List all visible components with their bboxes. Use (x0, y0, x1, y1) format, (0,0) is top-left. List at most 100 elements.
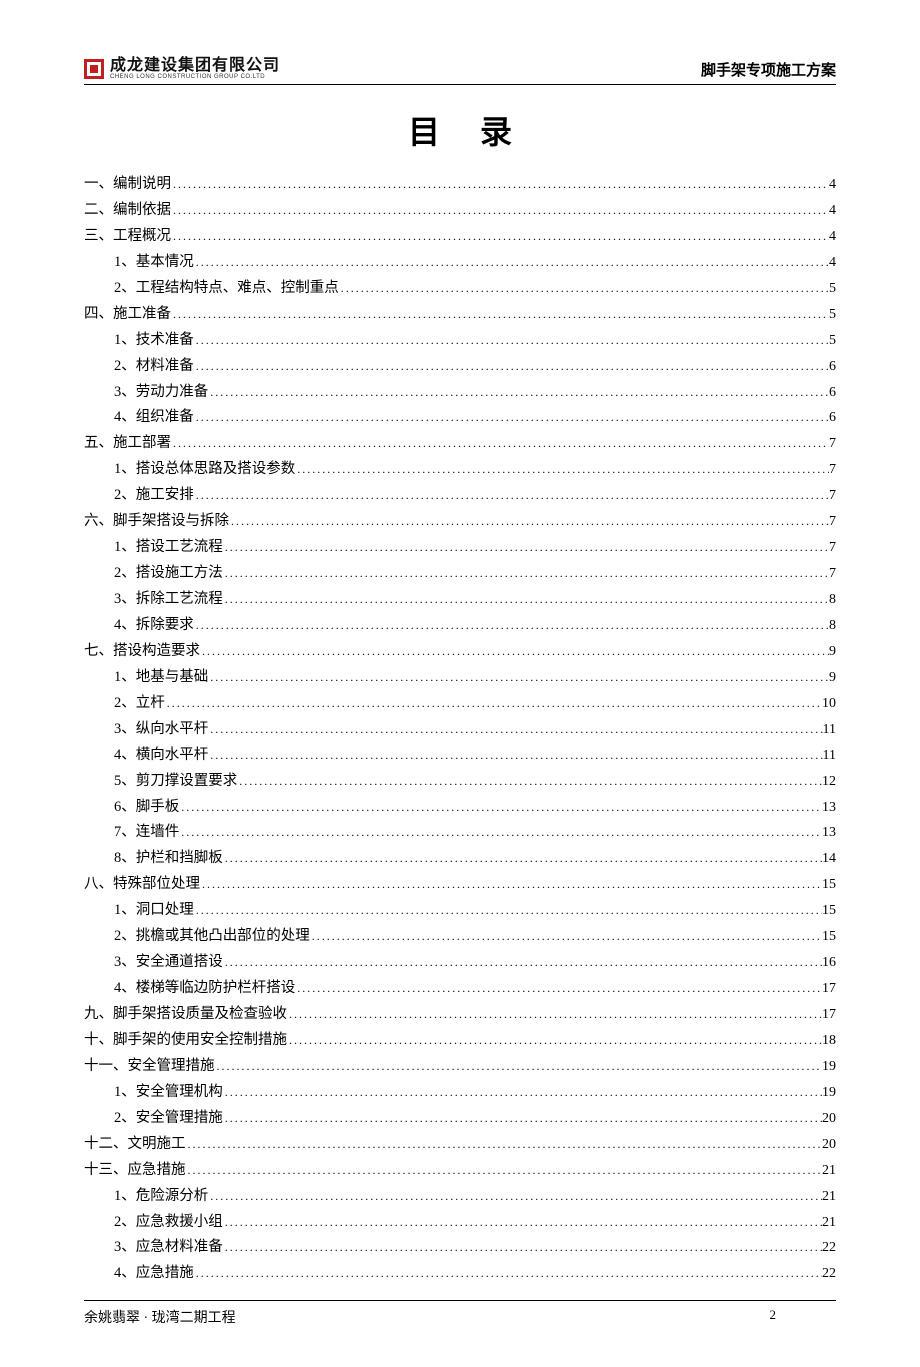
toc-entry: 2、应急救援小组21 (84, 1215, 836, 1231)
toc-entry: 4、横向水平杆11 (84, 748, 836, 764)
toc-entry-page: 4 (829, 203, 836, 218)
toc-entry-page: 14 (822, 851, 836, 866)
toc-entry-label: 8、护栏和挡脚板 (114, 851, 223, 867)
toc-entry-page: 7 (829, 488, 836, 503)
page-title: 目录 (84, 107, 836, 153)
toc-leader-dots (295, 982, 822, 995)
toc-entry: 十、脚手架的使用安全控制措施18 (84, 1033, 836, 1049)
toc-entry: 2、工程结构特点、难点、控制重点5 (84, 281, 836, 297)
toc-entry: 1、搭设总体思路及搭设参数 7 (84, 462, 836, 478)
toc-leader-dots (223, 593, 829, 606)
toc-leader-dots (194, 1267, 822, 1280)
table-of-contents: 一、编制说明4二、编制依据4三、工程概况41、基本情况42、工程结构特点、难点、… (84, 177, 836, 1282)
toc-leader-dots (287, 1008, 822, 1021)
toc-leader-dots (194, 360, 829, 373)
toc-leader-dots (194, 489, 829, 502)
toc-entry-page: 7 (829, 462, 836, 477)
company-logo-icon (84, 59, 104, 79)
toc-entry: 1、洞口处理 15 (84, 903, 836, 919)
toc-entry-page: 21 (822, 1189, 836, 1204)
toc-entry: 2、挑檐或其他凸出部位的处理15 (84, 929, 836, 945)
toc-entry-page: 20 (822, 1111, 836, 1126)
toc-entry-page: 19 (822, 1085, 836, 1100)
toc-entry-page: 9 (829, 670, 836, 685)
toc-entry-label: 1、技术准备 (114, 333, 194, 349)
toc-entry-label: 1、安全管理机构 (114, 1085, 223, 1101)
company-name-en: CHENG LONG CONSTRUCTION GROUP CO.LTD (110, 74, 280, 80)
toc-entry-page: 22 (822, 1240, 836, 1255)
toc-entry-label: 4、拆除要求 (114, 618, 194, 634)
toc-entry: 五、施工部署 7 (84, 436, 836, 452)
toc-leader-dots (223, 956, 822, 969)
toc-entry: 2、立杆10 (84, 696, 836, 712)
toc-entry: 四、施工准备5 (84, 307, 836, 323)
toc-leader-dots (223, 852, 822, 865)
toc-entry-label: 十、脚手架的使用安全控制措施 (84, 1033, 287, 1049)
toc-leader-dots (229, 515, 829, 528)
toc-entry: 4、拆除要求8 (84, 618, 836, 634)
toc-leader-dots (208, 723, 822, 736)
toc-leader-dots (171, 437, 829, 450)
toc-entry-label: 5、剪刀撑设置要求 (114, 774, 237, 790)
toc-leader-dots (194, 334, 829, 347)
toc-entry: 1、技术准备 5 (84, 333, 836, 349)
toc-entry-label: 七、搭设构造要求 (84, 644, 200, 660)
toc-entry-label: 1、地基与基础 (114, 670, 208, 686)
toc-entry-label: 4、应急措施 (114, 1266, 194, 1282)
toc-entry-label: 1、洞口处理 (114, 903, 194, 919)
toc-entry-page: 20 (822, 1137, 836, 1152)
toc-entry-label: 3、安全通道搭设 (114, 955, 223, 971)
footer-project-name: 余姚翡翠 · 珑湾二期工程 (84, 1307, 236, 1327)
toc-entry-page: 4 (829, 177, 836, 192)
toc-entry-label: 1、搭设总体思路及搭设参数 (114, 462, 295, 478)
toc-entry-label: 2、材料准备 (114, 359, 194, 375)
toc-entry-page: 13 (822, 800, 836, 815)
toc-entry-page: 5 (829, 307, 836, 322)
toc-entry-page: 15 (822, 903, 836, 918)
toc-entry-page: 4 (829, 255, 836, 270)
toc-leader-dots (310, 930, 822, 943)
toc-leader-dots (179, 801, 822, 814)
toc-leader-dots (171, 230, 829, 243)
toc-entry: 1、基本情况4 (84, 255, 836, 271)
toc-leader-dots (223, 1241, 822, 1254)
toc-entry: 3、劳动力准备6 (84, 385, 836, 401)
toc-entry: 八、特殊部位处理15 (84, 877, 836, 893)
toc-entry-page: 6 (829, 359, 836, 374)
toc-entry-page: 21 (822, 1163, 836, 1178)
toc-entry: 1、搭设工艺流程 7 (84, 540, 836, 556)
toc-entry-label: 2、安全管理措施 (114, 1111, 223, 1127)
toc-entry: 十一、安全管理措施 19 (84, 1059, 836, 1075)
toc-leader-dots (208, 1190, 822, 1203)
toc-entry-label: 十一、安全管理措施 (84, 1059, 215, 1075)
toc-entry-label: 2、搭设施工方法 (114, 566, 223, 582)
document-page: 成龙建设集团有限公司 CHENG LONG CONSTRUCTION GROUP… (0, 0, 920, 1367)
toc-leader-dots (223, 567, 829, 580)
toc-entry-page: 21 (822, 1215, 836, 1230)
toc-leader-dots (186, 1138, 823, 1151)
toc-entry: 2、安全管理措施 20 (84, 1111, 836, 1127)
toc-leader-dots (223, 1216, 822, 1229)
toc-entry-page: 15 (822, 877, 836, 892)
document-subject: 脚手架专项施工方案 (701, 59, 836, 80)
toc-entry-page: 7 (829, 436, 836, 451)
toc-entry-page: 7 (829, 540, 836, 555)
company-logo-block: 成龙建设集团有限公司 CHENG LONG CONSTRUCTION GROUP… (84, 58, 280, 80)
toc-entry: 3、纵向水平杆11 (84, 722, 836, 738)
toc-entry-label: 十二、文明施工 (84, 1137, 186, 1153)
toc-entry-page: 19 (822, 1059, 836, 1074)
toc-leader-dots (171, 308, 829, 321)
toc-entry-label: 3、纵向水平杆 (114, 722, 208, 738)
toc-entry-page: 12 (822, 774, 836, 789)
toc-leader-dots (208, 386, 829, 399)
toc-leader-dots (165, 697, 822, 710)
toc-entry-label: 五、施工部署 (84, 436, 171, 452)
toc-entry-label: 3、拆除工艺流程 (114, 592, 223, 608)
toc-leader-dots (208, 749, 822, 762)
toc-leader-dots (200, 645, 829, 658)
toc-entry-page: 5 (829, 333, 836, 348)
toc-entry-label: 1、搭设工艺流程 (114, 540, 223, 556)
toc-entry: 6、脚手板13 (84, 800, 836, 816)
toc-entry-page: 16 (822, 955, 836, 970)
toc-entry-page: 4 (829, 229, 836, 244)
